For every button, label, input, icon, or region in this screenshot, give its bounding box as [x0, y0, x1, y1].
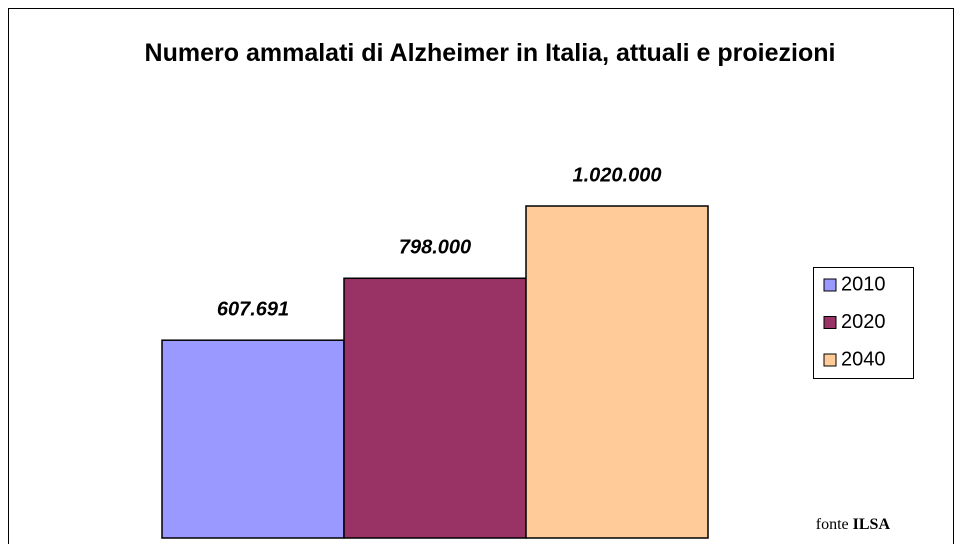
legend-label: 2010 [841, 273, 886, 295]
chart-title: Numero ammalati di Alzheimer in Italia, … [144, 39, 836, 67]
legend-swatch [823, 316, 837, 329]
legend-label: 2020 [841, 311, 886, 333]
source-prefix: fonte [816, 516, 849, 533]
source-name: ILSA [853, 516, 891, 533]
value-label: 1.020.000 [573, 164, 662, 186]
legend-swatch [823, 353, 837, 367]
value-label: 607.691 [217, 298, 289, 320]
value-label: 798.000 [399, 237, 471, 259]
bar [525, 205, 709, 539]
bar [343, 277, 527, 539]
bar [161, 339, 345, 539]
legend-swatch [823, 278, 837, 292]
legend-label: 2040 [841, 348, 886, 370]
source: fonte ILSA [816, 516, 891, 533]
